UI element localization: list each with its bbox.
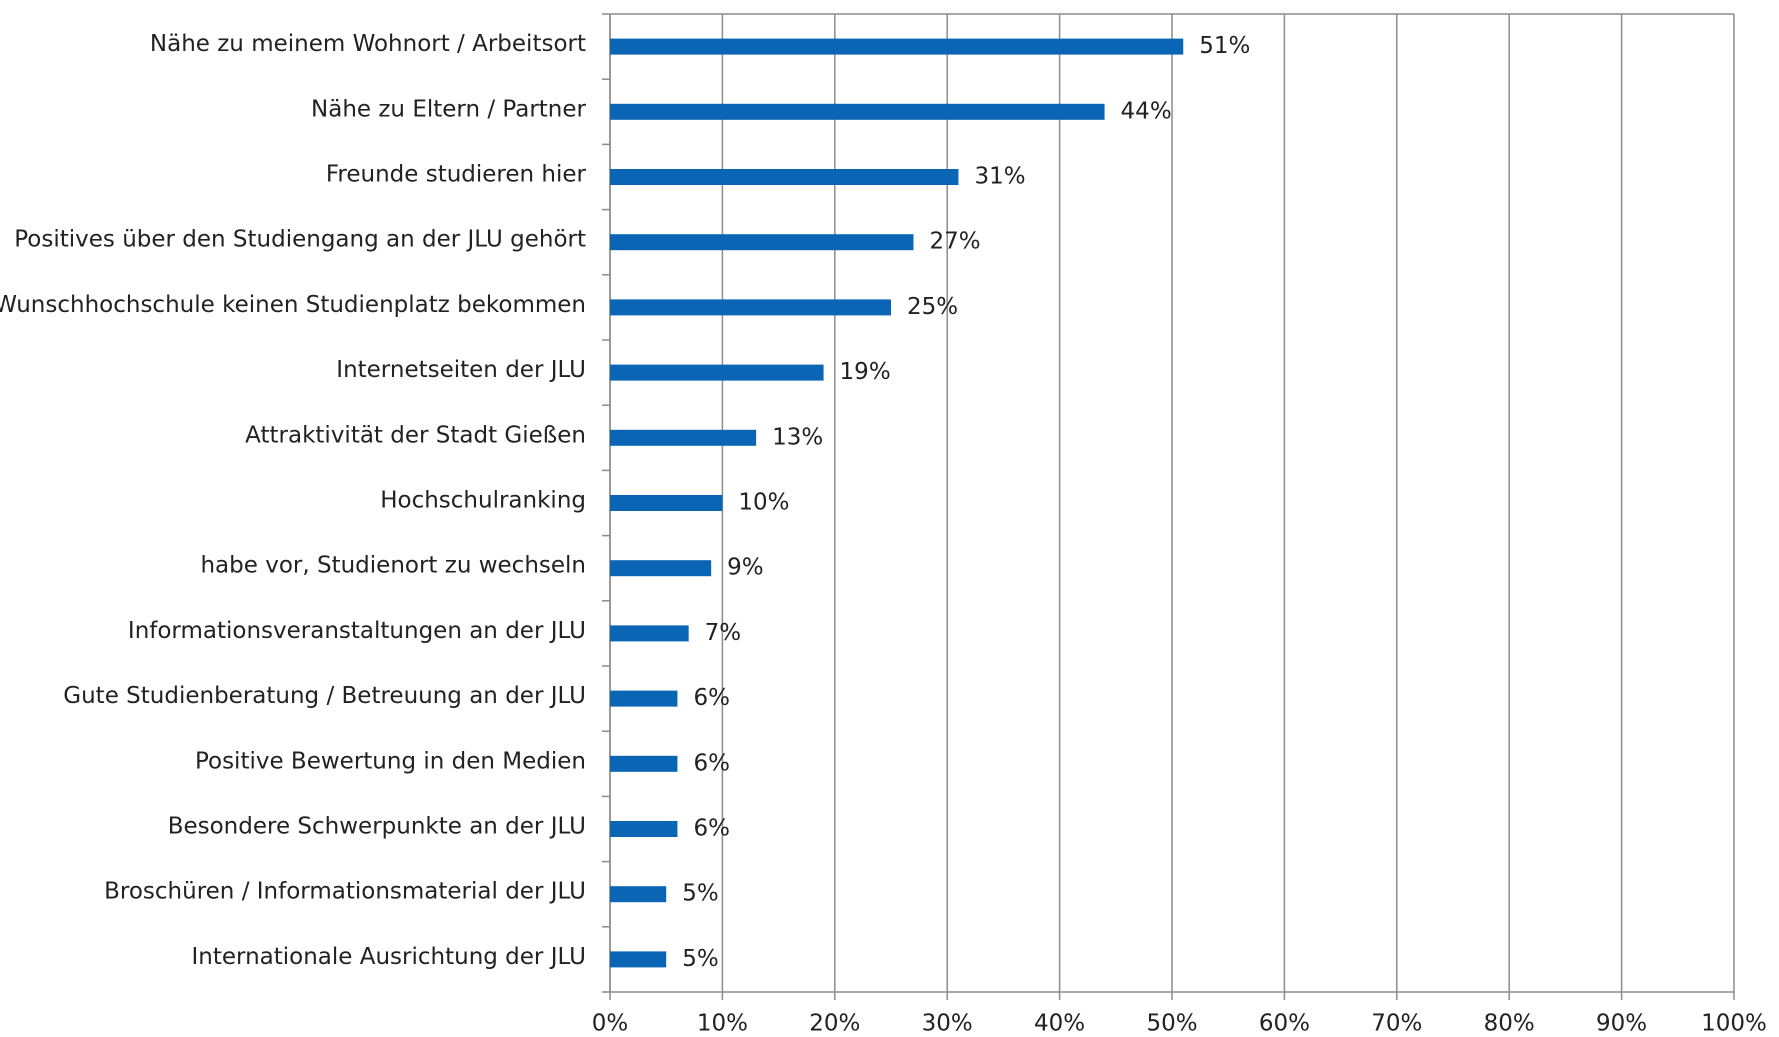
category-label: Internetseiten der JLU [336,357,586,383]
bar [610,234,914,251]
x-tick-label: 10% [697,1011,748,1034]
x-tick-label: 70% [1371,1011,1422,1034]
category-label: Broschüren / Informationsmaterial der JL… [104,879,586,905]
bar [610,690,678,707]
data-label: 6% [693,816,730,842]
bar [610,299,891,316]
bar [610,169,959,185]
bar [610,625,689,642]
x-tick-label: 100% [1701,1011,1767,1034]
bar [610,495,723,511]
data-label: 19% [840,359,891,385]
x-tick-label: 90% [1596,1011,1647,1034]
x-tick-label: 80% [1484,1011,1535,1034]
bar [610,364,824,381]
data-label: 25% [907,294,958,320]
category-label: Positive Bewertung in den Medien [195,748,586,774]
category-label: Positives über den Studiengang an der JL… [14,227,586,253]
data-label: 6% [693,750,730,776]
bar [610,951,667,968]
bar [610,886,667,903]
data-label: 6% [693,685,730,711]
data-label: 5% [682,881,719,907]
data-label: 7% [705,620,742,646]
x-tick-label: 60% [1259,1011,1310,1034]
data-label: 27% [929,229,980,255]
data-label: 13% [772,424,823,450]
bar [610,38,1184,55]
x-tick-label: 0% [592,1011,629,1034]
category-label: Attraktivität der Stadt Gießen [245,422,586,448]
data-label: 44% [1121,98,1172,124]
category-label: an Wunschhochschule keinen Studienplatz … [0,292,586,318]
data-label: 51% [1199,33,1250,59]
category-label: Nähe zu meinem Wohnort / Arbeitsort [150,31,586,57]
category-label: Internationale Ausrichtung der JLU [191,944,586,970]
x-tick-label: 20% [809,1011,860,1034]
category-label: Gute Studienberatung / Betreuung an der … [63,683,586,709]
x-tick-label: 50% [1146,1011,1197,1034]
category-label: Informationsveranstaltungen an der JLU [128,618,586,644]
bar [610,429,757,446]
bar [610,103,1105,120]
data-label: 10% [738,490,789,516]
bar [610,755,678,772]
x-tick-label: 30% [922,1011,973,1034]
data-label: 9% [727,555,764,581]
x-tick-label: 40% [1034,1011,1085,1034]
category-label: habe vor, Studienort zu wechseln [200,553,586,579]
bar [610,821,678,837]
category-label: Besondere Schwerpunkte an der JLU [168,814,586,840]
data-label: 5% [682,946,719,972]
bar [610,560,712,577]
category-label: Freunde studieren hier [326,162,587,188]
category-label: Nähe zu Eltern / Partner [311,96,587,122]
data-label: 31% [974,164,1025,190]
category-label: Hochschulranking [380,488,586,514]
